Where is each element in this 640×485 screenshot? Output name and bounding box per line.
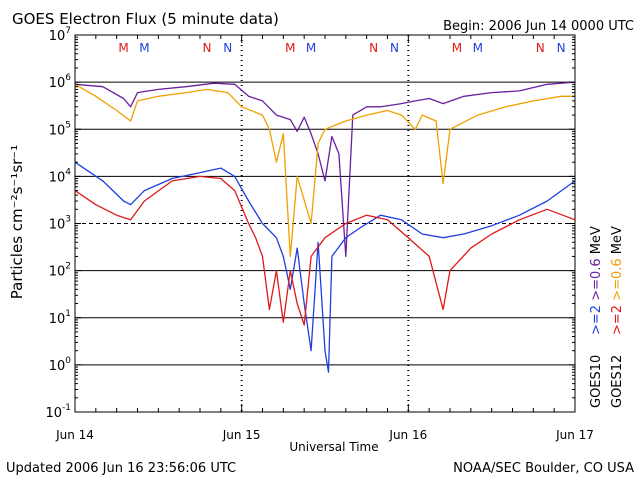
series-lines (74, 81, 576, 373)
legend-satellite-label: GOES10 (589, 355, 604, 408)
y-tick-label: 10-1 (45, 403, 71, 421)
marker-n: N (202, 41, 211, 55)
credit: NOAA/SEC Boulder, CO USA (453, 461, 634, 476)
marker-m: M (473, 41, 483, 55)
y-tick-label: 103 (49, 215, 71, 233)
y-tick-label: 104 (49, 167, 72, 185)
marker-m: M (306, 41, 316, 55)
begin-time: Begin: 2006 Jun 14 0000 UTC (443, 19, 634, 34)
legend: GOES10 >=2 >=0.6 MeV GOES12 >=2 >=0.6 MeV (589, 226, 625, 408)
y-tick-label: 105 (49, 120, 71, 138)
series-line-goes12-0.6 (74, 83, 575, 258)
marker-n: N (536, 41, 545, 55)
y-tick-label: 107 (49, 26, 71, 44)
grid-lines (75, 81, 575, 366)
y-tick-label: 102 (49, 262, 71, 280)
chart-title: GOES Electron Flux (5 minute data) (12, 10, 279, 28)
marker-m: M (285, 41, 295, 55)
series-line-goes10-0.6 (74, 81, 576, 258)
y-tick-label: 106 (49, 73, 72, 91)
y-axis-label: Particles cm⁻²s⁻¹sr⁻¹ (8, 145, 26, 299)
marker-n: N (557, 41, 566, 55)
marker-m: M (139, 41, 149, 55)
marker-n: N (390, 41, 399, 55)
y-tick-label: 101 (49, 309, 71, 327)
marker-m: M (118, 41, 128, 55)
updated-time: Updated 2006 Jun 16 23:56:06 UTC (6, 461, 236, 476)
legend-energy-entry: >=2 >=0.6 MeV (610, 226, 625, 335)
legend-energy-entry: >=2 >=0.6 MeV (589, 226, 604, 335)
x-tick-label: Jun 16 (388, 428, 427, 442)
series-line-goes10-2 (74, 161, 576, 373)
y-axis-ticks: 10-1 100 101 102 103 104 105 106 107 (45, 26, 575, 421)
y-tick-label: 100 (49, 356, 72, 374)
legend-satellite-label: GOES12 (610, 355, 625, 408)
marker-n: N (369, 41, 378, 55)
series-line-goes12-2 (74, 175, 576, 326)
x-tick-label: Jun 17 (555, 428, 594, 442)
x-tick-label: Jun 15 (222, 428, 261, 442)
x-tick-label: Jun 14 (55, 428, 94, 442)
marker-n: N (223, 41, 232, 55)
x-axis-ticks: Jun 14 Jun 15 Jun 16 Jun 17 (55, 35, 594, 442)
marker-m: M (452, 41, 462, 55)
x-axis-label: Universal Time (289, 440, 378, 454)
